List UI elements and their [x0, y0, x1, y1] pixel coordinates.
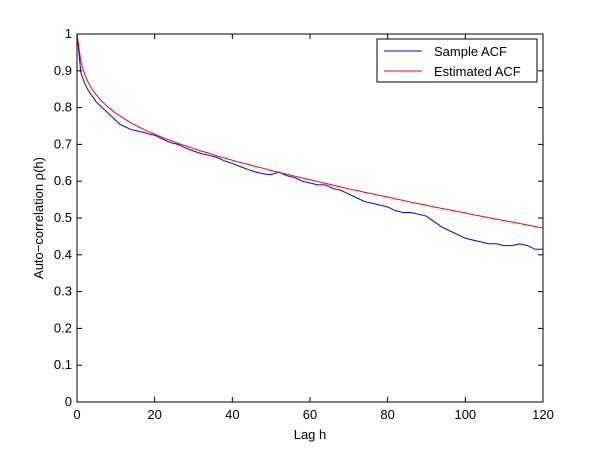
y-tick-label: 0.1	[54, 357, 72, 372]
x-axis-label: Lag h	[294, 427, 327, 442]
x-tick-label: 60	[303, 407, 317, 422]
y-tick-label: 0.6	[54, 173, 72, 188]
y-tick-label: 0.9	[54, 63, 72, 78]
y-tick-label: 0.8	[54, 100, 72, 115]
x-tick-label: 100	[454, 407, 476, 422]
y-tick-label: 1	[65, 26, 72, 41]
y-tick-label: 0.4	[54, 247, 72, 262]
x-tick-label: 20	[147, 407, 161, 422]
legend: Sample ACF Estimated ACF	[376, 38, 538, 83]
plot-area	[77, 34, 543, 402]
y-tick-label: 0	[65, 394, 72, 409]
y-tick-label: 0.5	[54, 210, 72, 225]
plot-frame	[76, 33, 544, 403]
x-tick-label: 0	[73, 407, 80, 422]
x-tick-label: 40	[225, 407, 239, 422]
legend-label-sample-acf: Sample ACF	[434, 44, 507, 59]
x-tick-label: 80	[380, 407, 394, 422]
y-axis-label: Auto−correlation ρ(h)	[31, 157, 46, 279]
y-tick-label: 0.7	[54, 136, 72, 151]
y-tick-label: 0.3	[54, 284, 72, 299]
series-line-sample-acf	[76, 33, 543, 250]
series-line-estimated-acf	[76, 33, 544, 229]
series-layer	[76, 33, 544, 250]
y-tick-label: 0.2	[54, 320, 72, 335]
legend-label-estimated-acf: Estimated ACF	[434, 64, 521, 79]
legend-box	[376, 38, 538, 83]
x-tick-label: 120	[532, 407, 554, 422]
